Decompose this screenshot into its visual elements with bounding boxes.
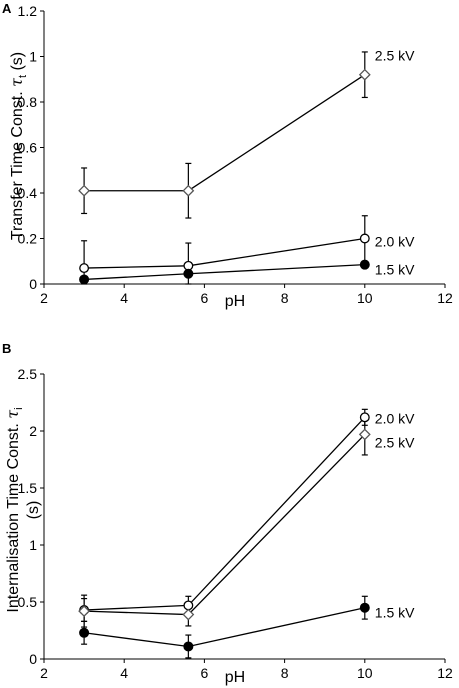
panel-b-y-axis-label-symbol: τ <box>3 409 22 419</box>
panel-b-x-tick-label: 10 <box>357 665 373 681</box>
panel-a-series-label: 2.0 kV <box>375 234 415 250</box>
panel-a-y-tick-label: 0.4 <box>18 185 38 201</box>
panel-a-point-circle-filled <box>79 274 90 285</box>
panel-a-x-tick-label: 2 <box>40 290 48 306</box>
panel-b-series-label: 2.5 kV <box>375 434 415 450</box>
panel-a-point-diamond <box>358 68 371 81</box>
panel-a-x-tick-label: 10 <box>357 290 373 306</box>
panel-b-letter: B <box>2 341 11 356</box>
panel-a-y-axis-label-unit: (s) <box>9 52 26 75</box>
panel-b-y-tick-label: 1 <box>29 537 37 553</box>
panel-b: B pH Internalisation Time Const. τi (s) … <box>2 341 453 686</box>
panel-b-x-axis-label: pH <box>225 669 245 686</box>
panel-a-x-tick-label: 6 <box>201 290 209 306</box>
panel-b-point-circle-filled <box>183 641 194 652</box>
panel-b-y-tick-label: 1.5 <box>18 480 38 496</box>
panel-b-series-label: 2.0 kV <box>375 410 415 426</box>
panel-a-y-tick-label: 1.2 <box>18 3 38 19</box>
panel-a: A pH Transfer Time Const. τt (s) 0 0.2 0.4… <box>2 1 453 310</box>
panel-b-point-circle-filled <box>79 627 90 638</box>
panel-b-y-tick-label: 0.5 <box>18 594 38 610</box>
panel-a-y-axis-label-subscript: t <box>17 75 29 78</box>
panel-b-series-line <box>84 416 366 611</box>
panel-b-x-tick-label: 4 <box>120 665 128 681</box>
panel-b-y-tick-label: 2.5 <box>18 366 38 382</box>
panel-b-y-axis-label-subscript: i <box>13 407 25 409</box>
panel-b-y-axis-label-line1: Internalisation Time Const. τi <box>3 407 25 612</box>
panel-a-point-circle-filled <box>359 259 370 270</box>
panel-b-x-tick-label: 2 <box>40 665 48 681</box>
panel-a-series-label: 2.5 kV <box>375 48 415 64</box>
panel-b-point-diamond <box>182 608 195 621</box>
panel-a-series-label: 1.5 kV <box>375 262 415 278</box>
panel-b-point-diamond <box>78 605 91 618</box>
panel-b-point-diamond <box>358 428 371 441</box>
panel-a-y-tick-label: 1 <box>29 49 37 65</box>
panel-b-x-tick-label: 8 <box>281 665 289 681</box>
panel-b-series-line <box>84 607 365 648</box>
panel-b-point-circle-filled <box>359 602 370 613</box>
panel-a-x-tick-label: 8 <box>281 290 289 306</box>
panel-a-x-tick-label: 4 <box>120 290 128 306</box>
panel-a-series-line <box>84 74 366 192</box>
panel-a-point-diamond <box>182 184 195 197</box>
panel-a-y-tick-label: 0.8 <box>18 94 38 110</box>
panel-b-point-circle-open <box>359 412 370 423</box>
panel-a-y-axis-label-symbol: τ <box>7 77 26 87</box>
panel-a-point-circle-open <box>79 263 90 274</box>
panel-b-x-tick-label: 6 <box>201 665 209 681</box>
panel-b-y-axis-label-unit: (s) <box>25 501 42 520</box>
panel-b-y-tick-label: 0 <box>29 651 37 667</box>
panel-a-x-tick-label: 12 <box>437 290 453 306</box>
panel-b-point-circle-open <box>183 600 194 611</box>
panel-a-y-axis-label-text: Transfer Time Const. <box>9 87 26 240</box>
panel-a-series-line <box>84 237 365 269</box>
panel-a-y-tick-label: 0.2 <box>18 231 38 247</box>
panel-a-x-axis-label: pH <box>225 293 245 310</box>
panel-a-point-circle-filled <box>183 268 194 279</box>
panel-a-y-tick-label: 0.6 <box>18 140 38 156</box>
panel-a-point-diamond <box>78 184 91 197</box>
panel-a-y-axis-label: Transfer Time Const. τt (s) <box>7 52 29 240</box>
panel-b-y-axis-label-text: Internalisation Time Const. <box>5 419 22 613</box>
panel-b-y-tick-label: 2 <box>29 423 37 439</box>
panel-b-series-label: 1.5 kV <box>375 605 415 621</box>
panel-b-x-tick-label: 12 <box>437 665 453 681</box>
panel-a-point-circle-open <box>359 233 370 244</box>
panel-a-letter: A <box>2 1 12 16</box>
panel-a-y-tick-label: 0 <box>29 276 37 292</box>
